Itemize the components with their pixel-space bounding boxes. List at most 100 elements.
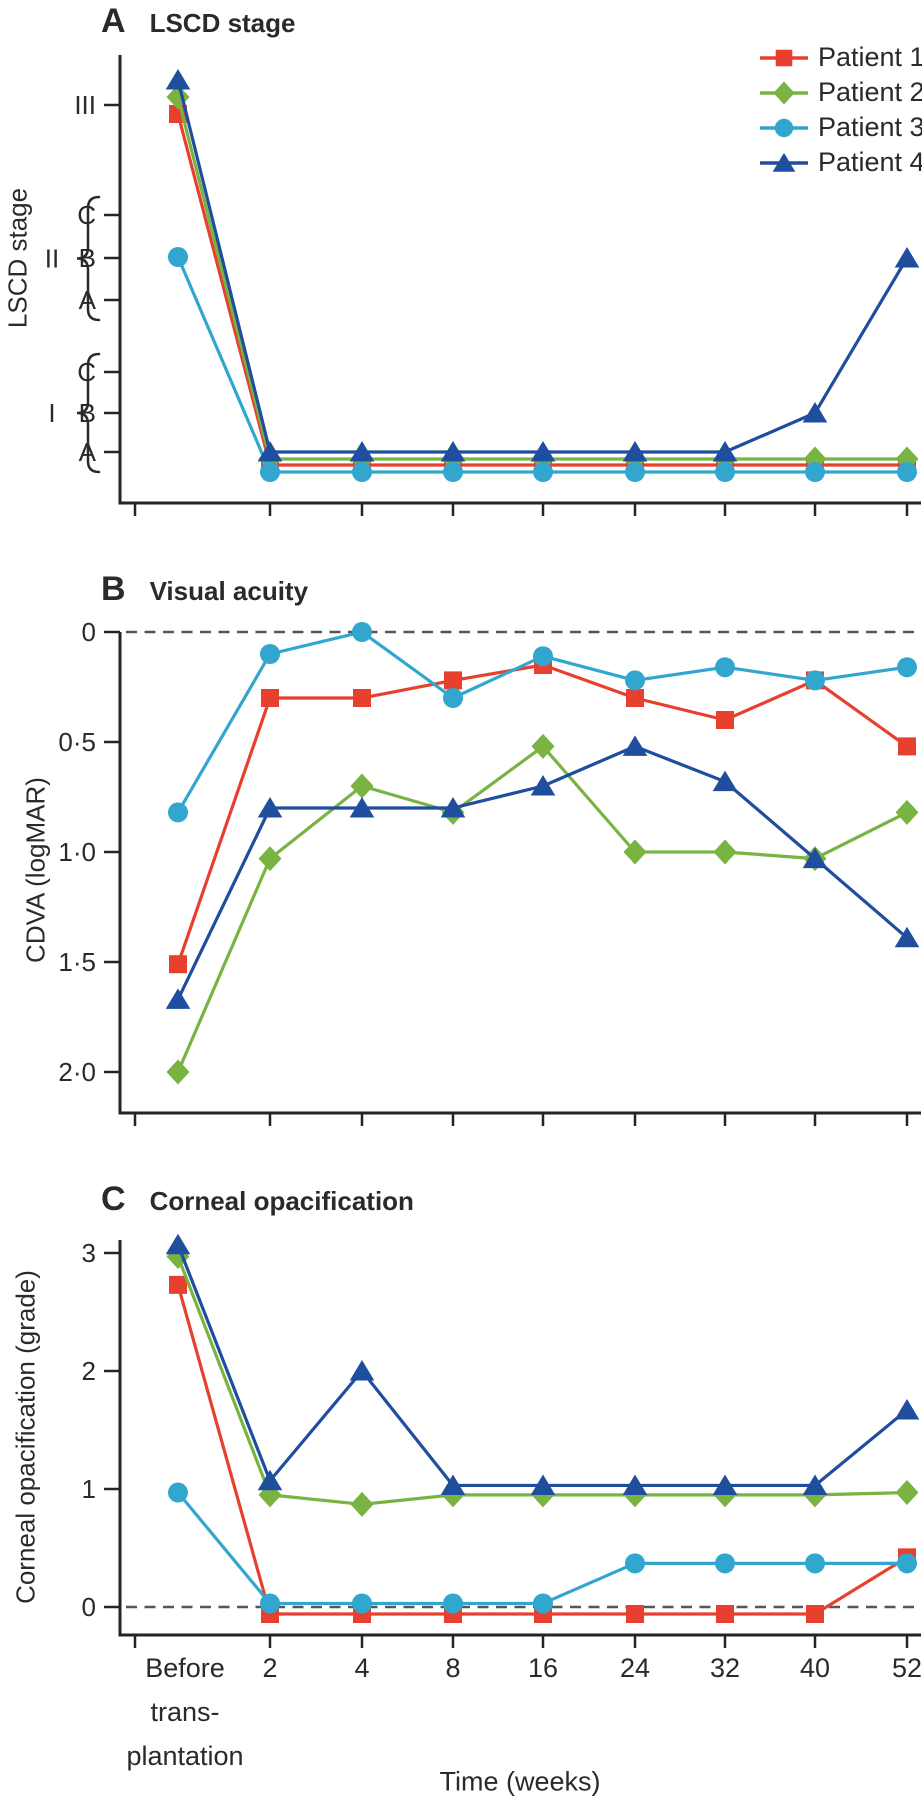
y-tick-label-panel-a-III: III <box>74 90 96 120</box>
series-marker-2 <box>352 622 372 642</box>
series-marker-4 <box>530 1474 556 1495</box>
legend-item-patient-2: Patient 2 <box>760 75 922 110</box>
series-marker-8 <box>898 737 916 756</box>
series-line <box>176 256 907 474</box>
x-tick-label-2: 2 <box>262 1653 277 1683</box>
panel-c: 3 2 1 0 <box>82 1233 921 1648</box>
y-tick-label-panel-b-1·5: 1·5 <box>58 947 96 977</box>
series-line <box>176 1244 909 1488</box>
series-marker-8 <box>895 1480 919 1506</box>
legend-marker <box>775 49 793 66</box>
series-marker-3 <box>443 462 463 482</box>
series-marker-8 <box>894 1398 920 1420</box>
series-marker-6 <box>716 711 734 729</box>
series-marker-2 <box>353 689 371 707</box>
series-marker-1 <box>258 846 282 872</box>
series-marker-8 <box>897 1553 917 1574</box>
y-tick-label-panel-b-0·5: 0·5 <box>58 727 96 757</box>
stage-group-label-I: I <box>48 398 55 428</box>
circle-legend-marker-icon <box>760 118 808 137</box>
panel-b-y-axis-title: CDVA (logMAR) <box>20 777 51 963</box>
stage-brace-I <box>76 352 101 474</box>
series-marker-6 <box>715 462 735 482</box>
y-tick-label-panel-a-C: C <box>77 357 96 387</box>
legend-item-patient-3: Patient 3 <box>760 110 922 145</box>
series-marker-0 <box>168 247 188 267</box>
series-marker-3 <box>444 671 462 690</box>
series-patient-3-panel-b <box>168 622 917 823</box>
series-marker-5 <box>625 1553 645 1574</box>
series-patient-1-panel-c <box>169 1275 916 1623</box>
legend-item-patient-1: Patient 1 <box>760 40 922 75</box>
legend-marker <box>773 81 795 104</box>
x-tick-label-40: 40 <box>800 1653 830 1683</box>
series-marker-2 <box>349 441 375 462</box>
legend-item-patient-4: Patient 4 <box>760 145 922 180</box>
series-marker-0 <box>169 955 187 974</box>
y-tick-label-panel-b-2·0: 2·0 <box>58 1057 96 1087</box>
series-marker-0 <box>165 69 191 90</box>
series-marker-8 <box>895 799 919 825</box>
series-marker-8 <box>894 926 920 948</box>
series-marker-7 <box>802 847 828 869</box>
stage-group-label-II: II <box>45 244 59 274</box>
series-marker-1 <box>260 462 280 482</box>
y-tick-label-panel-b-0: 0 <box>82 617 96 647</box>
y-tick-label-panel-a-C: C <box>77 200 96 230</box>
y-tick-label-panel-b-1·0: 1·0 <box>58 837 96 867</box>
x-tick-label-16: 16 <box>528 1653 558 1683</box>
panel-a-title-text: LSCD stage <box>149 8 296 38</box>
legend-label: Patient 4 <box>818 147 922 177</box>
series-marker-6 <box>715 1553 735 1574</box>
panel-a-letter: A <box>101 2 126 40</box>
series-line <box>176 663 908 965</box>
y-tick-label-panel-a-B: B <box>79 398 96 428</box>
series-marker-6 <box>712 441 738 462</box>
legend-label: Patient 2 <box>818 77 922 107</box>
x-tick-label-before-0: Before <box>145 1653 225 1683</box>
series-marker-7 <box>805 670 825 691</box>
series-marker-0 <box>168 802 188 823</box>
series-marker-7 <box>806 1605 824 1623</box>
series-marker-7 <box>802 402 828 423</box>
series-marker-4 <box>530 441 556 462</box>
y-tick-label-panel-c-3: 3 <box>82 1238 96 1268</box>
series-marker-0 <box>168 1482 188 1503</box>
series-patient-4-panel-c <box>165 1233 920 1495</box>
x-tick-label-before-2: plantation <box>126 1741 243 1771</box>
x-axis-title: Time (weeks) <box>439 1766 601 1797</box>
legend-marker <box>774 118 794 137</box>
series-marker-5 <box>626 1605 644 1623</box>
x-tick-label-4: 4 <box>354 1653 369 1683</box>
series-marker-4 <box>533 646 553 667</box>
series-marker-0 <box>165 988 191 1009</box>
series-marker-3 <box>440 797 466 818</box>
series-marker-5 <box>622 441 648 462</box>
series-marker-3 <box>440 441 466 462</box>
series-marker-5 <box>625 462 645 482</box>
series-marker-7 <box>802 1474 828 1495</box>
series-marker-5 <box>623 839 647 865</box>
series-marker-2 <box>352 462 372 482</box>
legend: Patient 1 Patient 2 Patient 3 Patient 4 <box>760 40 922 180</box>
series-marker-2 <box>352 1593 372 1614</box>
series-marker-3 <box>443 688 463 708</box>
series-marker-3 <box>440 1474 466 1495</box>
series-marker-8 <box>897 462 917 482</box>
series-patient-3-panel-a <box>168 247 917 482</box>
series-marker-5 <box>622 735 648 756</box>
series-marker-0 <box>169 1275 187 1294</box>
panel-b: 0 0·5 1·0 1·5 2·0 <box>58 617 921 1126</box>
series-marker-6 <box>713 839 737 865</box>
series-marker-6 <box>712 1474 738 1495</box>
panel-c-y-axis-title: Corneal opacification (grade) <box>10 1270 41 1604</box>
square-legend-marker-icon <box>760 49 808 66</box>
series-marker-2 <box>350 1491 374 1517</box>
series-marker-1 <box>257 1469 283 1491</box>
panel-a-title: A LSCD stage <box>101 2 295 41</box>
panel-c-letter: C <box>101 1180 126 1218</box>
x-tick-label-before-1: trans- <box>150 1697 219 1727</box>
